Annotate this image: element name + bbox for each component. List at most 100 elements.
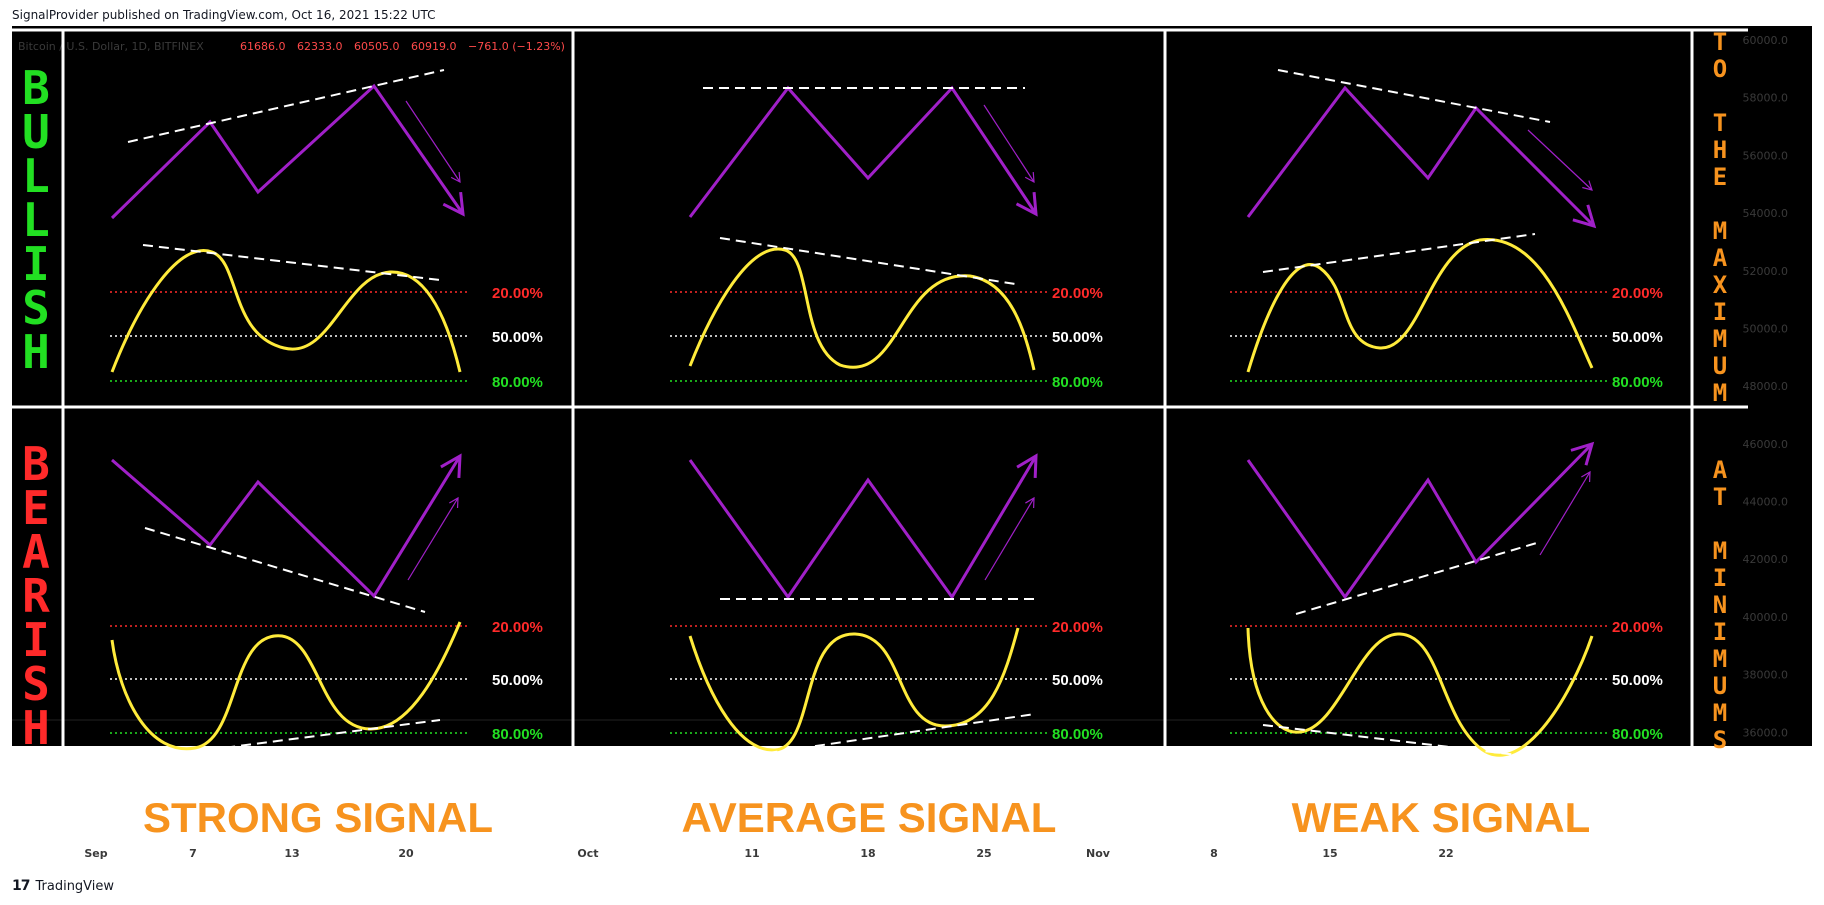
x-tick-label: 15 <box>1322 847 1337 860</box>
footer-brand[interactable]: TradingView <box>35 878 115 894</box>
to-the-maximum-letter: T <box>1713 109 1727 137</box>
bearish-letter: S <box>22 657 50 711</box>
price-arrow-head <box>1570 441 1595 466</box>
column-caption: WEAK SIGNAL <box>1292 794 1591 841</box>
trend-line <box>127 69 445 143</box>
column-caption: AVERAGE SIGNAL <box>682 794 1057 841</box>
trend-arrow-head <box>1025 496 1035 509</box>
y-tick-label: 44000.0 <box>1743 496 1789 509</box>
oscillator-curve <box>688 627 1020 752</box>
price-line <box>688 455 1038 600</box>
price-arrow-head <box>1572 204 1597 229</box>
to-the-maximum-letter: H <box>1713 136 1727 164</box>
oscillator-curve <box>110 621 462 751</box>
x-tick-label: 18 <box>860 847 875 860</box>
x-tick-label: Nov <box>1086 847 1111 860</box>
at-minimums-letter: I <box>1713 564 1727 592</box>
level-label: 80.00% <box>1052 374 1103 391</box>
bullish-letter: I <box>22 237 50 291</box>
bearish-letter: E <box>22 481 50 535</box>
oscillator-curve <box>110 249 462 373</box>
legend-value: 61686.0 <box>240 40 286 53</box>
bearish-letter: H <box>22 701 50 755</box>
bullish-letter: U <box>22 105 50 159</box>
legend-value: 62333.0 <box>297 40 343 53</box>
y-tick-label: 48000.0 <box>1743 380 1789 393</box>
trend-arrow <box>405 100 461 183</box>
level-label: 50.00% <box>1052 672 1103 689</box>
bearish-letter: R <box>22 569 50 623</box>
y-tick-label: 40000.0 <box>1743 611 1789 624</box>
to-the-maximum-letter: U <box>1713 352 1727 380</box>
oscillator-curve <box>1246 627 1594 757</box>
y-tick-label: 58000.0 <box>1743 92 1789 105</box>
x-tick-label: 22 <box>1438 847 1453 860</box>
trend-line <box>1262 724 1561 761</box>
at-minimums-letter: U <box>1713 672 1727 700</box>
price-line <box>110 83 465 220</box>
to-the-maximum-letter: I <box>1713 298 1727 326</box>
y-tick-label: 36000.0 <box>1743 726 1789 739</box>
y-tick-label: 42000.0 <box>1743 553 1789 566</box>
bullish-letter: B <box>22 61 50 115</box>
trend-arrow <box>407 497 459 581</box>
x-tick-label: Oct <box>577 847 598 860</box>
trend-arrow-head <box>1581 470 1591 483</box>
trend-arrow <box>1527 129 1593 191</box>
trend-arrow <box>1539 471 1591 556</box>
published-header: SignalProvider published on TradingView.… <box>12 8 436 22</box>
to-the-maximum-letter: E <box>1713 163 1727 191</box>
trend-line <box>129 719 441 761</box>
trend-arrow-head <box>1024 171 1035 184</box>
level-label: 50.00% <box>1612 329 1663 346</box>
oscillator-curve <box>1246 238 1594 373</box>
trend-arrow <box>984 497 1035 581</box>
legend-symbol: Bitcoin / U.S. Dollar, 1D, BITFINEX <box>18 40 204 53</box>
y-tick-label: 46000.0 <box>1743 438 1789 451</box>
price-line <box>1246 442 1594 600</box>
x-tick-label: 20 <box>398 847 414 860</box>
trend-arrow-head <box>1582 180 1593 191</box>
legend-value: −761.0 (−1.23%) <box>468 40 565 53</box>
to-the-maximum-letter: M <box>1713 325 1727 353</box>
at-minimums-letter: N <box>1713 591 1727 619</box>
to-the-maximum-letter: T <box>1713 28 1727 56</box>
column-caption: STRONG SIGNAL <box>143 794 493 841</box>
level-label: 20.00% <box>1052 285 1103 302</box>
x-tick-label: 7 <box>189 847 197 860</box>
to-the-maximum-letter: A <box>1713 244 1728 272</box>
level-label: 80.00% <box>492 726 543 743</box>
price-arrow-head <box>1016 453 1038 479</box>
trend-line <box>144 527 426 613</box>
at-minimums-letter: M <box>1713 537 1727 565</box>
y-tick-label: 60000.0 <box>1743 34 1789 47</box>
level-label: 50.00% <box>1052 329 1103 346</box>
x-tick-label: Sep <box>84 847 107 860</box>
price-line <box>688 85 1038 218</box>
at-minimums-letter: T <box>1713 483 1727 511</box>
bearish-letter: I <box>22 613 50 667</box>
footer: 17 TradingView <box>12 878 114 894</box>
trend-arrow-head <box>449 496 459 509</box>
to-the-maximum-letter: X <box>1713 271 1728 299</box>
x-tick-label: 13 <box>284 847 299 860</box>
trend-line <box>1295 541 1541 615</box>
bullish-letter: S <box>22 281 50 335</box>
trend-line <box>719 713 1036 761</box>
x-tick-label: 11 <box>744 847 759 860</box>
trend-arrow-head <box>450 171 461 184</box>
price-arrow-head <box>440 453 462 479</box>
tradingview-logo-icon: 17 <box>12 878 31 894</box>
bullish-letter: L <box>22 149 50 203</box>
price-line <box>1246 85 1596 228</box>
to-the-maximum-letter: M <box>1713 379 1727 407</box>
trend-line <box>1277 69 1551 123</box>
price-line <box>111 455 462 599</box>
at-minimums-letter: M <box>1713 699 1727 727</box>
level-label: 80.00% <box>1052 726 1103 743</box>
y-tick-label: 56000.0 <box>1743 149 1789 162</box>
trend-arrow <box>983 104 1035 183</box>
level-label: 50.00% <box>1612 672 1663 689</box>
to-the-maximum-letter: O <box>1713 55 1727 83</box>
